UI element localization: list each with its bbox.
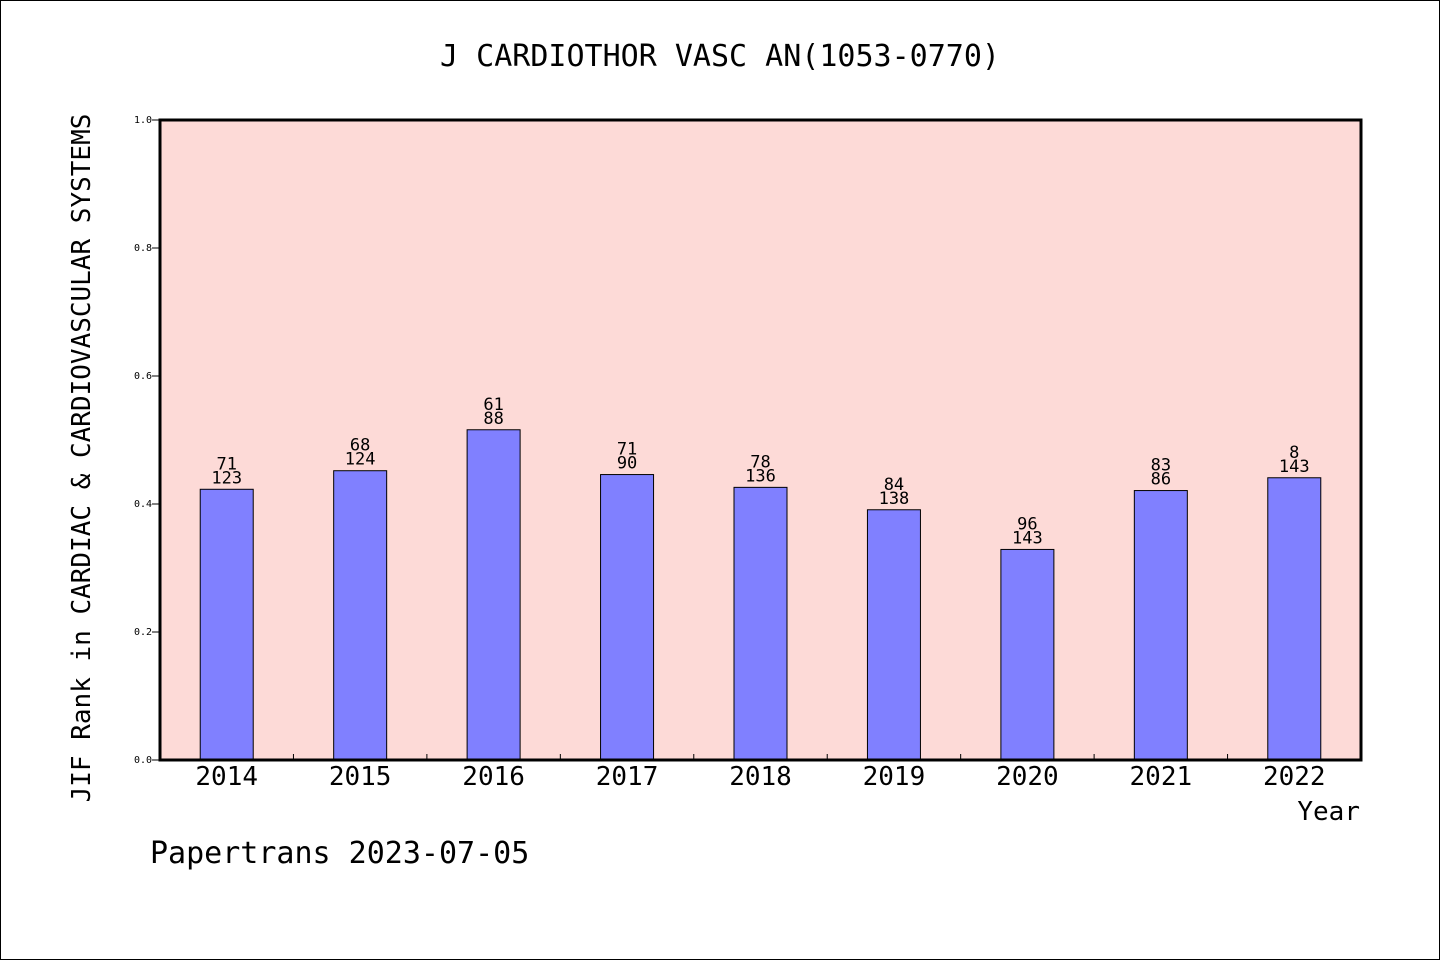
bar-total-label: 86 bbox=[1151, 470, 1171, 490]
x-tick-label: 2016 bbox=[462, 762, 525, 792]
bar-total-label: 143 bbox=[1279, 457, 1310, 477]
bar bbox=[1000, 548, 1055, 761]
x-tick-label: 2018 bbox=[729, 762, 792, 792]
y-tick-label: 0.8 bbox=[134, 243, 152, 254]
x-tick-label: 2021 bbox=[1130, 762, 1193, 792]
y-tick-label: 0.2 bbox=[134, 627, 152, 638]
bar-total-label: 90 bbox=[617, 454, 637, 474]
bar bbox=[1267, 477, 1322, 761]
x-tick-label: 2020 bbox=[996, 762, 1059, 792]
bar-total-label: 88 bbox=[483, 409, 503, 429]
bar bbox=[333, 470, 388, 761]
bar-total-label: 124 bbox=[345, 450, 376, 470]
x-tick-label: 2022 bbox=[1263, 762, 1326, 792]
bar-rank-label: 71 bbox=[216, 454, 236, 474]
x-tick-label: 2019 bbox=[863, 762, 926, 792]
bar-rank-label: 61 bbox=[483, 395, 503, 415]
bar bbox=[600, 474, 655, 761]
y-axis-label: JIF Rank in CARDIAC & CARDIOVASCULAR SYS… bbox=[67, 114, 97, 803]
bar bbox=[199, 488, 254, 761]
bar bbox=[466, 429, 521, 761]
bar bbox=[866, 509, 921, 761]
x-axis-label: Year bbox=[1297, 797, 1360, 827]
y-tick-label: 0.4 bbox=[134, 499, 152, 510]
bar-rank-label: 83 bbox=[1151, 456, 1171, 476]
plot-border bbox=[158, 118, 1363, 762]
bar bbox=[1133, 490, 1188, 761]
x-tick-label: 2015 bbox=[329, 762, 392, 792]
chart-title: J CARDIOTHOR VASC AN(1053-0770) bbox=[440, 39, 1000, 74]
y-tick-label: 0.6 bbox=[134, 371, 152, 382]
x-tick-label: 2017 bbox=[596, 762, 659, 792]
bar-total-label: 136 bbox=[745, 466, 776, 486]
y-tick-label: 0.0 bbox=[134, 755, 152, 766]
bar-rank-label: 68 bbox=[350, 436, 370, 456]
bar-rank-label: 8 bbox=[1289, 443, 1299, 463]
watermark-text: Papertrans 2023-07-05 bbox=[150, 836, 529, 871]
bar bbox=[733, 486, 788, 761]
bar-total-label: 143 bbox=[1012, 528, 1043, 548]
bar-total-label: 138 bbox=[879, 489, 910, 509]
bar-rank-label: 78 bbox=[750, 452, 770, 472]
bar-rank-label: 84 bbox=[884, 475, 904, 495]
y-tick-label: 1.0 bbox=[134, 115, 152, 126]
bar-rank-label: 96 bbox=[1017, 514, 1037, 534]
bar-rank-label: 71 bbox=[617, 440, 637, 460]
bar-total-label: 123 bbox=[211, 468, 242, 488]
x-tick-label: 2014 bbox=[195, 762, 258, 792]
